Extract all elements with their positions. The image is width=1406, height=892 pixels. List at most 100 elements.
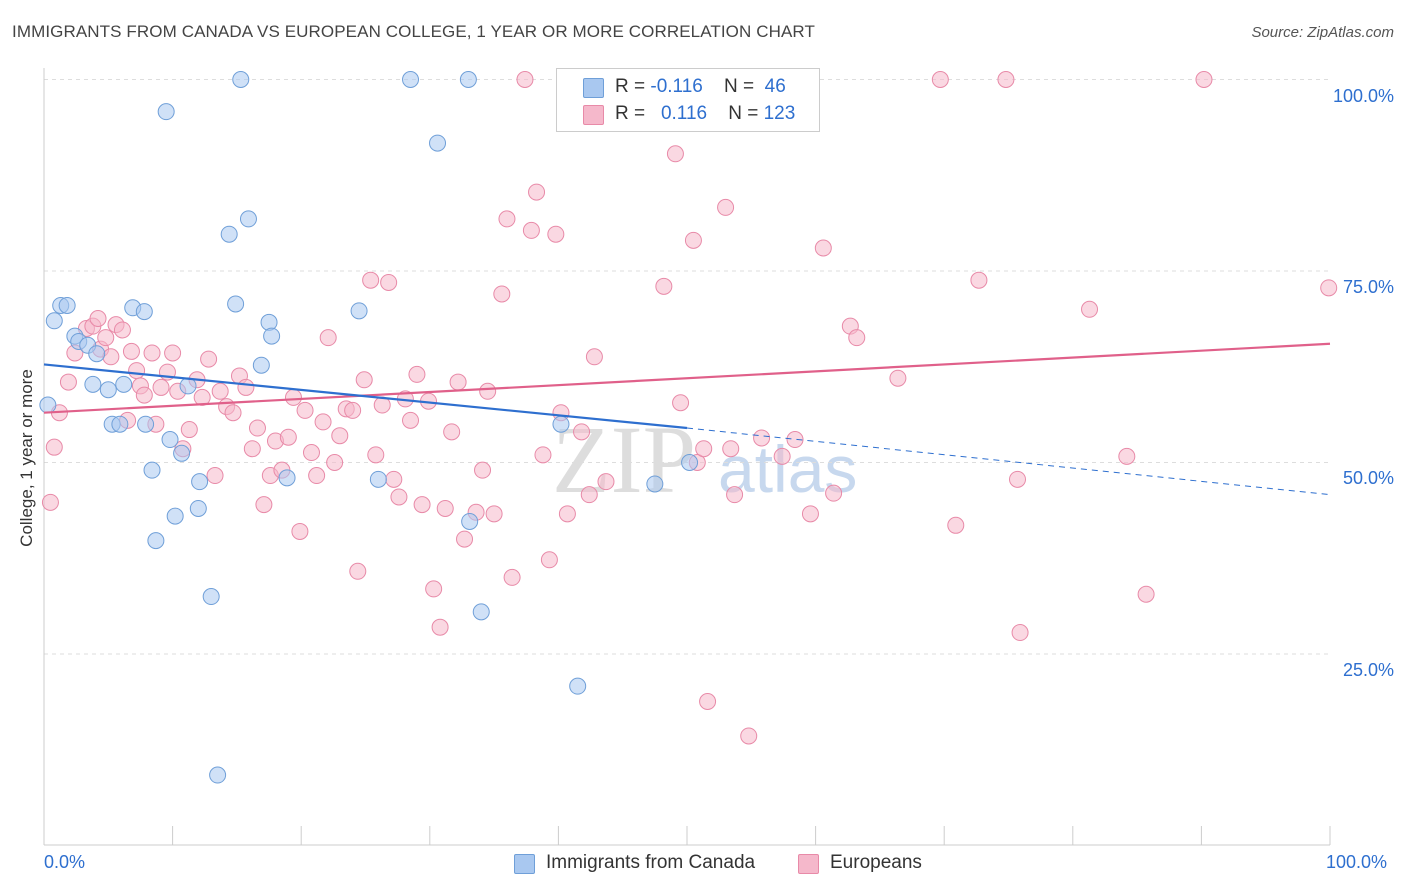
immigrants-point [99, 381, 117, 399]
immigrants-point [209, 766, 227, 784]
europeans-point [722, 440, 740, 458]
europeans-point [695, 440, 713, 458]
europeans-points [41, 71, 1338, 745]
immigrants-trend-line [43, 363, 688, 430]
europeans-point [498, 210, 516, 228]
europeans-point [997, 71, 1015, 88]
europeans-point [699, 692, 717, 710]
axes [43, 68, 1331, 846]
immigrants-point [459, 71, 477, 88]
immigrants-point [58, 296, 76, 314]
europeans-point [655, 277, 673, 295]
r-label: R = [615, 103, 651, 124]
immigrants-point [161, 431, 179, 449]
europeans-point [302, 444, 320, 462]
europeans-point [547, 225, 565, 243]
immigrants-point [239, 210, 257, 228]
europeans-point [314, 413, 332, 431]
immigrants-point [189, 499, 207, 517]
europeans-point [296, 401, 314, 419]
europeans-point [206, 467, 224, 485]
europeans-point [102, 348, 120, 366]
immigrants-point [115, 375, 133, 393]
europeans-point [279, 428, 297, 446]
europeans-point [113, 321, 131, 339]
immigrants-point [429, 134, 447, 152]
europeans-point [367, 446, 385, 464]
immigrants-point [681, 454, 699, 471]
source-credit: Source: ZipAtlas.com [1251, 24, 1394, 41]
europeans-point [1195, 71, 1213, 88]
europeans-point [41, 493, 59, 511]
trend-lines [43, 342, 1331, 496]
r-value: -0.116 [650, 76, 703, 97]
immigrants-point [227, 295, 245, 313]
europeans-point [319, 329, 337, 347]
europeans-point [814, 239, 832, 257]
immigrants-point [39, 396, 57, 414]
immigrants-point [260, 313, 278, 331]
europeans-point [666, 145, 684, 163]
europeans-point [889, 369, 907, 387]
europeans-point [443, 423, 461, 441]
europeans-point [801, 505, 819, 523]
europeans-point [1320, 279, 1338, 297]
europeans-point [59, 373, 77, 391]
europeans-point [402, 411, 420, 429]
immigrants-point [220, 225, 238, 243]
immigrants-point [137, 415, 155, 433]
r-value: 0.116 [660, 103, 708, 124]
legend-label: Immigrants from Canada [546, 852, 756, 873]
immigrants-point [157, 103, 175, 121]
europeans-point [193, 388, 211, 406]
europeans-point [1009, 470, 1027, 488]
europeans-point [528, 183, 546, 201]
x-tick-100: 100.0% [1326, 852, 1388, 872]
europeans-point [355, 371, 373, 389]
europeans-point [848, 329, 866, 347]
europeans-point [331, 427, 349, 445]
europeans-point [122, 342, 140, 360]
europeans-point [326, 454, 344, 471]
n-label: N = [723, 76, 760, 97]
europeans-point [200, 350, 218, 368]
immigrants-point [135, 303, 153, 321]
europeans-point [425, 580, 443, 598]
europeans-point [580, 486, 598, 504]
europeans-point [284, 388, 302, 406]
europeans-point [947, 516, 965, 534]
immigrants-point [45, 312, 63, 330]
gridlines [44, 79, 1330, 655]
y-tick-75: 75.0% [1342, 277, 1394, 297]
europeans-point [740, 727, 758, 745]
immigrants-point [252, 356, 270, 374]
immigrants-point [88, 345, 106, 363]
europeans-point [540, 551, 558, 569]
immigrants-point [263, 327, 281, 345]
europeans-point [1137, 585, 1155, 603]
europeans-point [717, 198, 735, 216]
y-tick-25: 25.0% [1342, 660, 1394, 680]
immigrants-point [369, 470, 387, 488]
y-axis-label: College, 1 year or more [17, 369, 36, 547]
europeans-point [164, 344, 182, 362]
immigrants-point [166, 507, 184, 525]
europeans-point [1118, 447, 1136, 465]
europeans-point [436, 499, 454, 517]
immigrants-point [191, 473, 209, 491]
europeans-point [585, 348, 603, 366]
europeans-point [308, 467, 326, 485]
n-value: 46 [764, 76, 786, 97]
immigrants-point [472, 603, 490, 621]
immigrants-point [84, 375, 102, 393]
europeans-point [503, 568, 521, 586]
europeans-point [516, 71, 534, 88]
europeans-point [726, 486, 744, 504]
europeans-point [684, 231, 702, 249]
pink-swatch [583, 105, 604, 125]
blue-swatch [583, 78, 604, 98]
europeans-point [211, 382, 229, 400]
europeans-point [456, 530, 474, 548]
europeans-point [479, 382, 497, 400]
immigrants-point [350, 302, 368, 320]
